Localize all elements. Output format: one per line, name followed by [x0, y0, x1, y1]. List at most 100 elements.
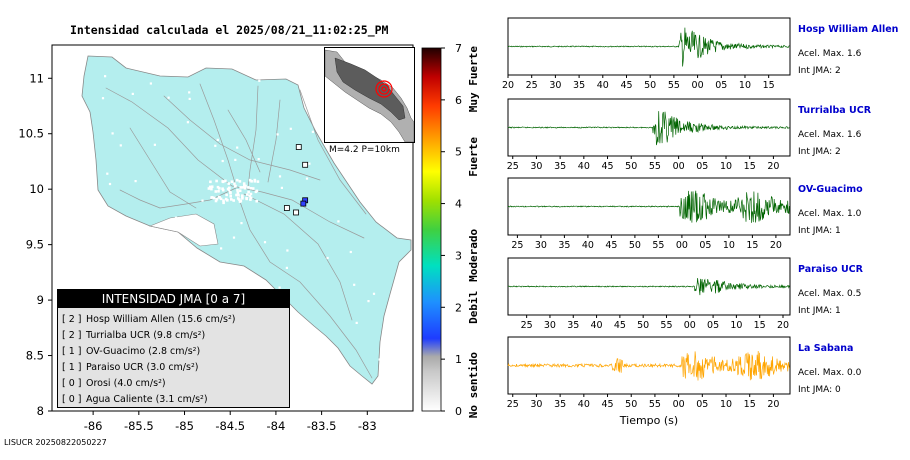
town-dot	[248, 194, 251, 198]
town-dot	[229, 191, 232, 194]
town-dot	[221, 159, 224, 163]
station-marker	[295, 144, 302, 150]
town-dot	[355, 321, 358, 324]
town-dot	[337, 220, 340, 223]
town-dot	[226, 199, 229, 202]
town-dot	[349, 250, 352, 254]
colorbar-gradient	[421, 47, 442, 412]
station-name-label: La Sabana	[798, 343, 853, 354]
town-dot	[309, 105, 312, 108]
town-dot	[233, 182, 236, 185]
waveform-x-tick-label: 20	[502, 80, 514, 91]
town-dot	[201, 199, 204, 202]
legend-row: [ 1 ] Paraiso UCR (3.0 cm/s²)	[58, 360, 289, 376]
waveform-x-tick-label: 45	[605, 240, 617, 251]
legend-accel-value: (2.8 cm/s²)	[148, 346, 201, 357]
station-markers	[283, 144, 309, 216]
waveform-x-tick-label: 30	[535, 240, 547, 251]
waveform-x-tick-label: 40	[578, 161, 590, 172]
jma-intensity-label: Int JMA: 2	[798, 66, 841, 76]
waveform-x-tick-label: 55	[660, 320, 672, 331]
legend-jma-rank: [ 2 ]	[62, 314, 82, 325]
legend-jma-rank: [ 1 ]	[62, 362, 82, 373]
waveform-x-tick-label: 40	[578, 399, 590, 410]
waveform-x-tick-label: 50	[625, 399, 637, 410]
waveform-x-tick-label: 40	[597, 80, 609, 91]
intensity-class-label: No sentido	[467, 352, 480, 419]
town-dot	[111, 132, 114, 135]
map-x-tick-label: -83.5	[307, 419, 337, 433]
town-dot	[353, 283, 356, 286]
town-dot	[367, 300, 370, 303]
town-dot	[149, 82, 152, 85]
time-axis-label: Tiempo (s)	[619, 414, 678, 427]
town-dot	[101, 97, 105, 100]
intensity-class-label: Moderado	[467, 229, 480, 282]
town-dot	[228, 189, 231, 192]
station-marker	[302, 161, 309, 168]
town-markers	[101, 72, 381, 370]
colorbar-tick-label: 5	[455, 146, 462, 159]
jma-intensity-label: Int JMA: 2	[798, 147, 841, 157]
waveform-x-tick-label: 00	[692, 80, 704, 91]
town-dot	[247, 190, 250, 194]
intensity-class-label: Muy Fuerte	[467, 46, 480, 113]
town-dot	[222, 199, 225, 202]
legend-accel-value: (9.8 cm/s²)	[153, 330, 206, 341]
legend-jma-rank: [ 2 ]	[62, 330, 82, 341]
waveform-x-tick-label: 35	[554, 161, 566, 172]
waveform-x-tick-label: 20	[770, 240, 782, 251]
waveform-x-tick-label: 55	[652, 240, 664, 251]
waveform-x-tick-label: 25	[511, 240, 523, 251]
town-dot	[167, 96, 170, 99]
station-marker	[283, 205, 290, 211]
waveform-x-tick-label: 35	[567, 320, 579, 331]
colorbar-tick-label: 3	[455, 249, 462, 262]
town-dot	[104, 75, 107, 78]
legend-row: [ 2 ] Turrialba UCR (9.8 cm/s²)	[58, 328, 289, 344]
town-dot	[253, 180, 257, 183]
legend-jma-rank: [ 1 ]	[62, 346, 82, 357]
town-dot	[238, 189, 242, 192]
inset-costa-rica	[334, 57, 406, 121]
town-dot	[240, 194, 244, 197]
legend-station-name: Orosi	[86, 378, 111, 389]
intensity-class-label: Debil	[467, 291, 480, 324]
jma-intensity-label: Int JMA: 1	[798, 226, 841, 236]
town-dot	[239, 186, 242, 189]
town-dot	[243, 186, 246, 189]
waveform-trace	[507, 350, 790, 381]
map-y-tick-label: 9	[37, 293, 44, 307]
town-dot	[236, 189, 239, 192]
legend-station-name: Paraiso UCR	[86, 362, 144, 373]
town-dot	[230, 180, 234, 183]
waveform-x-tick-label: 05	[707, 320, 719, 331]
legend-row: [ 0 ] Orosi (4.0 cm/s²)	[58, 376, 289, 392]
waveform-panel: 25 30 35 40 45 50 55 00 05 10 15 20 La Sabana Acel. M…	[507, 336, 862, 427]
town-dot	[215, 179, 218, 183]
town-dot	[246, 193, 249, 196]
intensity-colorbar: 0 1 2 3 4 5 6 7 No sentido Debil Moderado Fuerte Mu…	[421, 42, 480, 419]
waveform-x-tick-label: 05	[696, 161, 708, 172]
map-x-tick-label: -86	[84, 419, 103, 433]
town-dot	[241, 186, 245, 189]
colorbar-ticks: 0 1 2 3 4 5 6 7	[441, 42, 462, 418]
town-dot	[131, 92, 134, 95]
map-y-axis: 8 8.5 9 9.5 10 10.5 11	[18, 71, 52, 418]
town-dot	[214, 199, 218, 203]
town-dot	[233, 185, 236, 188]
town-dot	[215, 198, 219, 201]
waveform-trace	[507, 27, 790, 67]
town-dot	[210, 187, 213, 191]
colorbar-tick-label: 2	[455, 301, 462, 314]
waveform-x-tick-label: 30	[549, 80, 561, 91]
town-dot	[308, 162, 311, 165]
waveform-x-tick-label: 05	[715, 80, 727, 91]
map-y-tick-label: 11	[29, 71, 44, 85]
town-dot	[242, 182, 246, 185]
town-dot	[219, 197, 223, 201]
waveform-x-tick-label: 25	[526, 80, 538, 91]
map-y-tick-label: 8	[37, 404, 44, 418]
town-dot	[232, 236, 236, 239]
map-x-tick-label: -84	[267, 419, 286, 433]
